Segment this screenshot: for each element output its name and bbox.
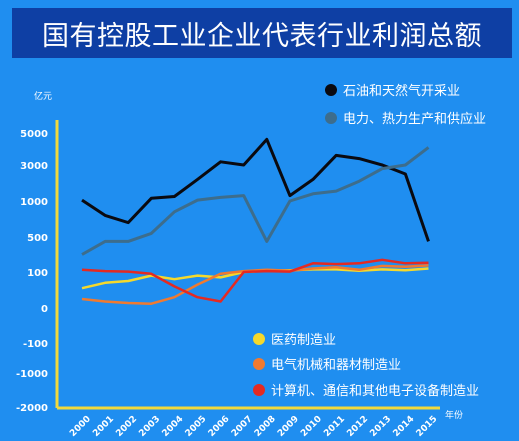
legend-marker [253,384,265,396]
y-tick-label: 1000 [20,197,48,208]
x-tick-label: 2002 [114,414,139,439]
y-tick-label: -2000 [16,403,48,414]
legend-label: 医药制造业 [271,333,336,348]
x-tick-label: 2013 [368,414,393,439]
legend-label: 电气机械和器材制造业 [271,357,401,373]
legend-marker [253,358,265,370]
y-tick-label: 3000 [20,161,48,172]
x-axis-unit: 年份 [445,409,463,421]
x-tick-label: 2003 [137,414,162,439]
x-tick-label: 2000 [68,414,93,439]
legend-marker [325,112,337,124]
y-tick-label: 500 [27,233,48,244]
x-tick-label: 2012 [345,414,370,439]
x-tick-label: 2001 [91,414,116,439]
x-tick-label: 2010 [299,414,324,439]
x-tick-label: 2014 [392,414,417,439]
y-tick-label: -1000 [16,369,48,380]
legend-marker [325,84,337,96]
x-tick-label: 2009 [276,414,301,439]
y-axis-unit: 亿元 [34,90,52,102]
legend-label: 电力、热力生产和供应业 [343,111,486,127]
x-tick-label: 2005 [184,414,209,439]
y-tick-label: 5000 [20,129,48,140]
legend-label: 石油和天然气开采业 [343,83,460,99]
title-bar: 国有控股工业企业代表行业利润总额 [12,8,512,58]
legend-label: 计算机、通信和其他电子设备制造业 [271,383,479,399]
y-tick-label: 0 [41,304,48,315]
x-tick-label: 2011 [322,414,347,439]
y-tick-label: -100 [23,339,48,350]
chart-title: 国有控股工业企业代表行业利润总额 [42,20,482,52]
x-tick-label: 2004 [161,414,186,439]
x-tick-label: 2008 [253,414,278,439]
series-line [81,146,430,256]
series-line [81,258,429,303]
series-line [81,137,430,242]
series-lines [81,137,430,305]
x-tick-label: 2007 [230,414,255,439]
legend: 石油和天然气开采业电力、热力生产和供应业医药制造业电气机械和器材制造业计算机、通… [253,83,486,399]
x-tick-label: 2015 [415,414,440,439]
legend-marker [253,333,265,345]
y-tick-label: 100 [27,268,48,279]
x-tick-label: 2006 [207,414,232,439]
